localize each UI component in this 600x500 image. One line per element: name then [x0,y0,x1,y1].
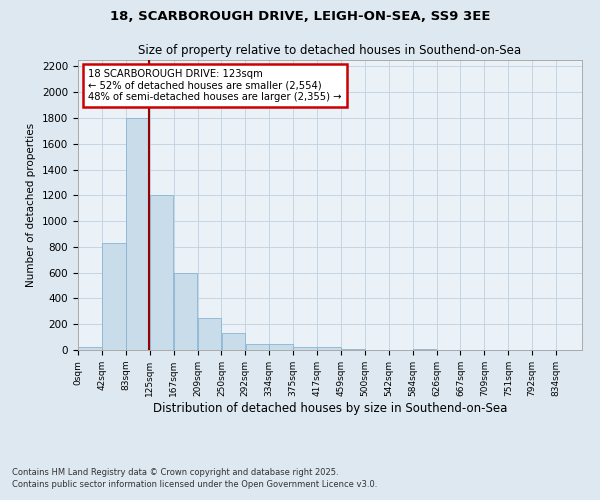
Bar [341,348,365,350]
Bar [245,344,269,350]
X-axis label: Distribution of detached houses by size in Southend-on-Sea: Distribution of detached houses by size … [153,402,507,414]
Bar [78,348,101,350]
Bar [126,118,149,350]
Bar [102,243,125,350]
Y-axis label: Number of detached properties: Number of detached properties [26,123,37,287]
Text: 18, SCARBOROUGH DRIVE, LEIGH-ON-SEA, SS9 3EE: 18, SCARBOROUGH DRIVE, LEIGH-ON-SEA, SS9… [110,10,490,23]
Bar [269,344,293,350]
Bar [150,196,173,350]
Bar [317,348,341,350]
Text: Contains HM Land Registry data © Crown copyright and database right 2025.
Contai: Contains HM Land Registry data © Crown c… [12,468,377,489]
Text: 18 SCARBOROUGH DRIVE: 123sqm
← 52% of detached houses are smaller (2,554)
48% of: 18 SCARBOROUGH DRIVE: 123sqm ← 52% of de… [88,68,341,102]
Bar [174,272,197,350]
Bar [293,347,317,350]
Bar [413,348,436,350]
Title: Size of property relative to detached houses in Southend-on-Sea: Size of property relative to detached ho… [139,44,521,58]
Bar [221,333,245,350]
Bar [198,318,221,350]
